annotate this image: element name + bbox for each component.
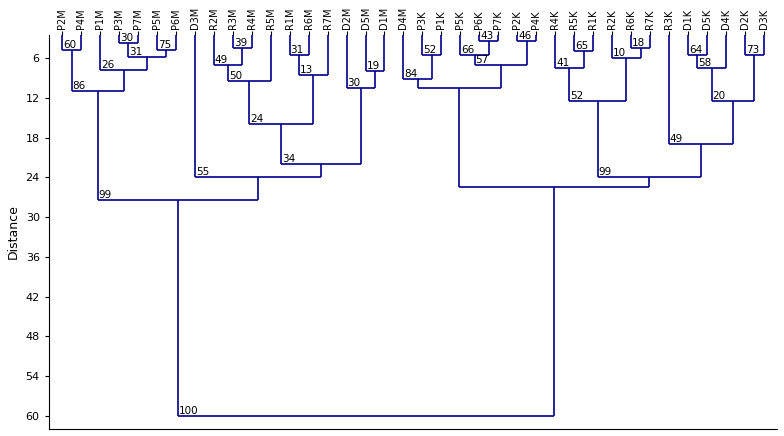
Text: 84: 84	[405, 69, 418, 79]
Text: 43: 43	[481, 31, 493, 41]
Text: 99: 99	[599, 167, 612, 177]
Text: 31: 31	[291, 45, 304, 55]
Text: 52: 52	[570, 91, 583, 101]
Text: 18: 18	[632, 38, 645, 48]
Text: 75: 75	[158, 40, 171, 50]
Text: 30: 30	[120, 34, 133, 44]
Text: 55: 55	[196, 167, 209, 177]
Text: 39: 39	[234, 38, 247, 48]
Text: 65: 65	[575, 41, 588, 51]
Text: 64: 64	[689, 45, 702, 55]
Text: 26: 26	[101, 60, 114, 70]
Text: 49: 49	[215, 54, 228, 65]
Text: 100: 100	[179, 406, 198, 416]
Text: 13: 13	[300, 65, 314, 75]
Text: 24: 24	[250, 114, 263, 124]
Text: 31: 31	[129, 47, 143, 57]
Text: 20: 20	[713, 91, 726, 101]
Y-axis label: Distance: Distance	[7, 204, 20, 259]
Text: 46: 46	[518, 31, 532, 41]
Text: 30: 30	[347, 78, 361, 88]
Text: 60: 60	[63, 40, 76, 50]
Text: 50: 50	[229, 71, 242, 81]
Text: 52: 52	[423, 45, 437, 55]
Text: 73: 73	[746, 45, 759, 55]
Text: 58: 58	[699, 58, 712, 68]
Text: 34: 34	[282, 154, 296, 164]
Text: 57: 57	[476, 54, 488, 65]
Text: 66: 66	[461, 45, 474, 55]
Text: 99: 99	[99, 191, 112, 201]
Text: 86: 86	[72, 81, 85, 91]
Text: 19: 19	[366, 61, 379, 72]
Text: 41: 41	[556, 58, 569, 68]
Text: 10: 10	[613, 48, 626, 58]
Text: 49: 49	[670, 134, 683, 144]
